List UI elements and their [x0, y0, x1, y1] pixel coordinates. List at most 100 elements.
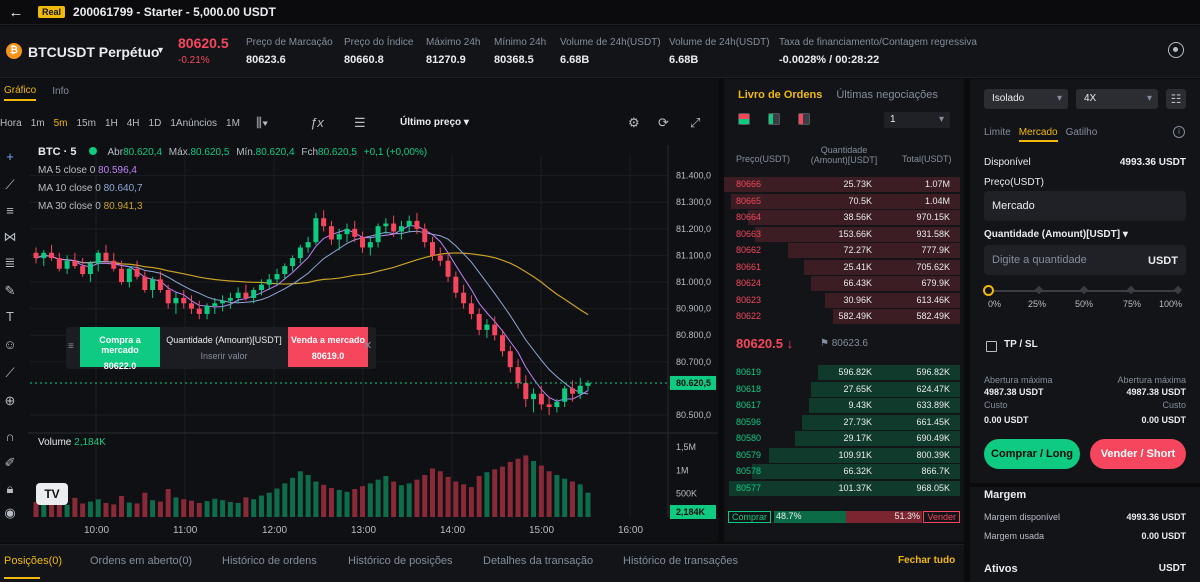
fibonacci-icon[interactable]: ≣	[2, 255, 18, 271]
visibility-icon[interactable]: ◉	[2, 505, 18, 521]
legend-high: 80.620,5	[190, 147, 229, 158]
market-sell-button[interactable]: Venda a mercado 80619.0	[288, 327, 368, 367]
refresh-icon[interactable]: ⟳	[658, 115, 669, 131]
slider-stop[interactable]	[1035, 286, 1043, 294]
qty-label-row[interactable]: Quantidade (Amount)[USDT] ▾	[984, 229, 1186, 240]
bid-row[interactable]: 80619 596.82K 596.82K	[724, 365, 960, 381]
book-both-icon[interactable]	[738, 113, 750, 125]
ask-row[interactable]: 80661 25.41K 705.62K	[724, 260, 960, 276]
calculator-icon[interactable]: ☷	[1166, 89, 1186, 109]
ask-row[interactable]: 80622 582.49K 582.49K	[724, 309, 960, 325]
indicators-icon[interactable]: ƒx	[310, 115, 324, 130]
timeframe-1mo[interactable]: 1M	[226, 118, 240, 129]
close-all-button[interactable]: Fechar tudo	[898, 555, 955, 566]
bid-row[interactable]: 80579 109.91K 800.39K	[724, 448, 960, 464]
timeframe-5m[interactable]: 5m	[54, 118, 68, 129]
margin-mode-select[interactable]: Isolado	[984, 89, 1068, 109]
brush-icon[interactable]: ✎	[2, 283, 18, 299]
bid-row[interactable]: 80617 9.43K 633.89K	[724, 398, 960, 414]
book-asks-icon[interactable]	[798, 113, 810, 125]
magnet-icon[interactable]: ∩	[2, 429, 18, 445]
ask-row[interactable]: 80665 70.5K 1.04M	[724, 194, 960, 210]
emoji-icon[interactable]: ☺	[2, 337, 18, 353]
tab-market[interactable]: Mercado	[1019, 127, 1058, 142]
tab-trigger[interactable]: Gatilho	[1066, 127, 1098, 142]
slider-stop[interactable]	[1080, 286, 1088, 294]
candle-type-icon[interactable]: ⫼▾	[256, 115, 268, 131]
legend-open: 80.620,4	[123, 147, 162, 158]
price-type-selector[interactable]: Último preço ▾	[400, 117, 469, 128]
leverage-select[interactable]: 4X	[1076, 89, 1158, 109]
trendline-icon[interactable]: ⟋	[2, 177, 18, 193]
timeframe-1h[interactable]: 1H	[105, 118, 118, 129]
symbol-selector[interactable]: BTCUSDT Perpétuo	[28, 44, 159, 60]
volume-bar	[72, 498, 77, 517]
account-summary[interactable]: 200061799 - Starter - 5,000.00 USDT	[73, 5, 276, 19]
bid-row[interactable]: 80618 27.65K 624.47K	[724, 382, 960, 398]
tab-position-history[interactable]: Histórico de posições	[348, 555, 453, 567]
bid-row[interactable]: 80596 27.73K 661.45K	[724, 415, 960, 431]
tab-transaction-history[interactable]: Histórico de transações	[623, 555, 738, 567]
tab-limit[interactable]: Limite	[984, 127, 1011, 142]
close-icon[interactable]: ✕	[363, 339, 372, 352]
ask-row[interactable]: 80663 153.66K 931.58K	[724, 227, 960, 243]
zoom-icon[interactable]: ⊕	[2, 393, 18, 409]
tab-positions[interactable]: Posições(0)	[4, 555, 62, 567]
row-price: 80665	[736, 196, 761, 206]
info-icon[interactable]: i	[1173, 126, 1185, 138]
ask-row[interactable]: 80666 25.73K 1.07M	[724, 177, 960, 193]
tab-order-history[interactable]: Histórico de ordens	[222, 555, 317, 567]
timeframe-1d[interactable]: 1D	[149, 118, 162, 129]
pencil-lock-icon[interactable]: ✐	[2, 455, 18, 471]
amount-slider[interactable]	[988, 290, 1178, 292]
ruler-icon[interactable]: ⟋	[2, 365, 18, 381]
ask-row[interactable]: 80623 30.96K 613.46K	[724, 293, 960, 309]
volume-bar	[547, 471, 552, 517]
market-buy-button[interactable]: Compra a mercado 80622.0	[80, 327, 160, 367]
tab-recent-trades[interactable]: Últimas negociações	[836, 89, 938, 101]
volume-value: 2,184K	[74, 437, 106, 448]
chart-settings-icon[interactable]: ⚙	[628, 115, 640, 131]
timeframe-15m[interactable]: 15m	[77, 118, 96, 129]
text-tool-icon[interactable]: T	[2, 309, 18, 325]
timeframe-1m[interactable]: 1m	[31, 118, 45, 129]
slider-stop[interactable]	[1174, 286, 1182, 294]
tpsl-checkbox[interactable]	[986, 341, 997, 352]
drag-handle-icon[interactable]: ≡	[68, 341, 74, 352]
book-bids-icon[interactable]	[768, 113, 780, 125]
back-arrow-icon[interactable]: ←	[4, 3, 28, 21]
price-input[interactable]	[984, 191, 1186, 221]
settings-icon[interactable]	[1168, 42, 1184, 58]
volume-bar	[236, 503, 241, 517]
fullscreen-icon[interactable]: ⤢	[690, 115, 700, 131]
candle-body	[547, 404, 552, 407]
crosshair-icon[interactable]: +	[2, 149, 18, 165]
ask-row[interactable]: 80664 38.56K 970.15K	[724, 210, 960, 226]
horizontal-lines-icon[interactable]: ≡	[2, 203, 18, 219]
timeframe-1anuncios[interactable]: 1Anúncios	[170, 118, 217, 129]
tab-open-orders[interactable]: Ordens em aberto(0)	[90, 555, 192, 567]
quick-qty-field[interactable]: Quantidade (Amount)[USDT] Inserir valor	[162, 335, 286, 361]
bid-row[interactable]: 80577 101.37K 968.05K	[724, 481, 960, 497]
bid-row[interactable]: 80578 66.32K 866.7K	[724, 464, 960, 480]
ask-row[interactable]: 80662 72.27K 777.9K	[724, 243, 960, 259]
lock-icon[interactable]: 🔒︎	[2, 481, 18, 497]
slider-stop[interactable]	[1127, 286, 1135, 294]
tab-chart[interactable]: Gráfico	[4, 85, 36, 101]
bid-row[interactable]: 80580 29.17K 690.49K	[724, 431, 960, 447]
volume-bar	[158, 502, 163, 517]
menu-icon[interactable]: ☰	[354, 115, 366, 131]
tab-transaction-details[interactable]: Detalhes da transação	[483, 555, 593, 567]
slider-thumb[interactable]	[983, 285, 994, 296]
sell-short-button[interactable]: Vender / Short	[1090, 439, 1186, 469]
volume-bar	[360, 486, 365, 517]
pattern-icon[interactable]: ⋈	[2, 229, 18, 245]
tab-info[interactable]: Info	[52, 86, 69, 100]
caret-down-icon[interactable]: ▼	[156, 45, 165, 55]
timeframe-hora[interactable]: Hora	[0, 118, 22, 129]
timeframe-4h[interactable]: 4H	[127, 118, 140, 129]
tab-order-book[interactable]: Livro de Ordens	[738, 89, 822, 101]
buy-long-button[interactable]: Comprar / Long	[984, 439, 1080, 469]
price-step-select[interactable]: 1	[884, 112, 950, 128]
ask-row[interactable]: 80624 66.43K 679.9K	[724, 276, 960, 292]
